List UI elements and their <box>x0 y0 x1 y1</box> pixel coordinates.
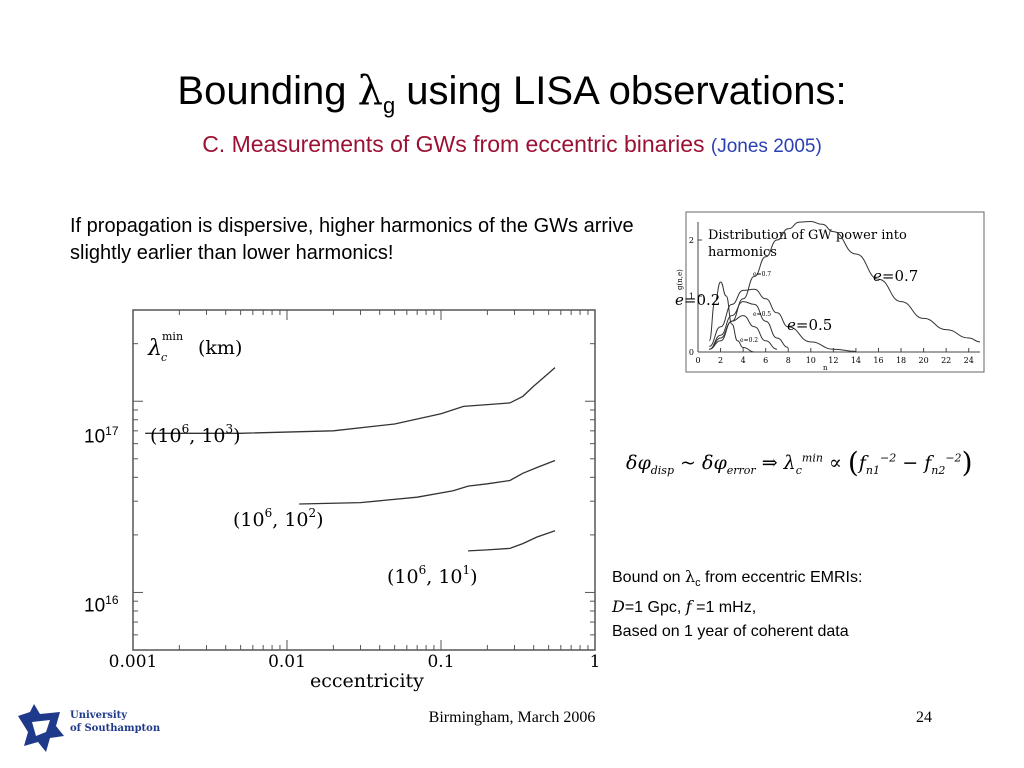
legend-e07: e=0.7 <box>753 271 771 278</box>
main-ylabel-unit: (km) <box>198 337 242 359</box>
main-xtick-label: 1 <box>590 652 601 672</box>
inset-ytick-label: 0 <box>689 348 694 357</box>
university-logo: University of Southampton <box>18 704 161 752</box>
bound-line-3: Based on 1 year of coherent data <box>612 623 849 641</box>
series-label-3: (106, 101) <box>387 563 478 588</box>
footer-text: Birmingham, March 2006 <box>428 709 596 726</box>
slide-title: Bounding λg using LISA observations: <box>0 68 1024 119</box>
inset-series-line-5 <box>709 315 778 350</box>
inset-xtick-label: 18 <box>896 356 906 365</box>
inset-frame <box>685 211 985 373</box>
main-xtick-label: 0.001 <box>109 652 158 672</box>
subtitle-text: C. Measurements of GWs from eccentric bi… <box>202 131 705 157</box>
intro-text: If propagation is dispersive, higher har… <box>70 215 634 264</box>
inset-xtick-label: 22 <box>941 356 951 365</box>
main-ylabel-symbol: λ <box>147 336 162 361</box>
logo-line-2: of Southampton <box>70 723 161 734</box>
subtitle-citation: (Jones 2005) <box>710 136 822 157</box>
title-subscript: g <box>382 93 396 118</box>
main-ylabel-sub: c <box>161 351 167 364</box>
bound-line-2: D=1 Gpc, f =1 mHz, <box>612 597 757 617</box>
inset-series-line-4 <box>709 301 789 350</box>
inset-series-line-3 <box>708 281 755 353</box>
dispersion-formula: δφdisp ~ δφerror ⇒ λcmin ∝ (fn1−2 − fn2−… <box>626 446 973 479</box>
inset-annotation-e07: e=0.7 <box>873 267 918 285</box>
series-label-1: (106, 103) <box>150 422 241 447</box>
inset-xtick-label: 14 <box>851 356 861 365</box>
lambda-symbol: λ <box>357 68 383 114</box>
inset-xtick-label: 20 <box>919 356 929 365</box>
legend-e02: e=0.2 <box>740 337 758 344</box>
main-ylabel-sup: min <box>162 330 183 343</box>
inset-series-line-1 <box>709 220 981 350</box>
page-number: 24 <box>916 709 932 726</box>
inset-annotation-e02: e=0.2 <box>675 291 720 309</box>
main-xtick-label: 0.01 <box>268 652 306 672</box>
ytick-1e16: 1016 <box>84 593 119 617</box>
main-xlabel: eccentricity <box>310 670 424 692</box>
bound-text: Bound on λc from eccentric EMRIs: D=1 Gp… <box>612 565 862 644</box>
series-label-2: (106, 102) <box>233 506 324 531</box>
main-series-line-2 <box>299 459 556 505</box>
logo-line-1: University <box>70 710 128 721</box>
inset-ylabel: g(n,e) <box>676 269 684 290</box>
title-post: using LISA observations: <box>395 69 847 113</box>
main-xtick-label: 0.1 <box>427 652 454 672</box>
inset-ytick-label: 1 <box>689 292 694 301</box>
inset-xtick-label: 8 <box>786 356 791 365</box>
inset-title-line1: Distribution of GW power into <box>708 228 907 243</box>
inset-xtick-label: 0 <box>695 356 700 365</box>
title-pre: Bounding <box>177 69 358 113</box>
main-series-line-3 <box>468 530 556 552</box>
inset-xtick-label: 10 <box>806 356 816 365</box>
inset-series-line-2 <box>709 288 856 352</box>
ytick-1e17: 1017 <box>84 424 119 448</box>
inset-xtick-label: 2 <box>718 356 723 365</box>
inset-xlabel: n <box>823 364 828 372</box>
legend-e05: e=0.5 <box>753 311 771 318</box>
inset-ytick-label: 2 <box>689 236 694 245</box>
main-series-line-1 <box>145 367 556 434</box>
inset-legend: e=0.7 e=0.5 e=0.2 <box>740 271 771 344</box>
inset-annotation-e05: e=0.5 <box>787 316 832 334</box>
bound-line-1: Bound on λc from eccentric EMRIs: <box>612 567 863 590</box>
inset-xtick-label: 12 <box>828 356 838 365</box>
main-plot-frame <box>132 309 596 651</box>
inset-xtick-label: 4 <box>741 356 746 365</box>
inset-xtick-label: 24 <box>964 356 974 365</box>
inset-xtick-label: 16 <box>873 356 883 365</box>
slide-subtitle: C. Measurements of GWs from eccentric bi… <box>0 131 1024 158</box>
inset-xtick-label: 6 <box>763 356 768 365</box>
inset-title-line2: harmonics <box>708 245 777 260</box>
